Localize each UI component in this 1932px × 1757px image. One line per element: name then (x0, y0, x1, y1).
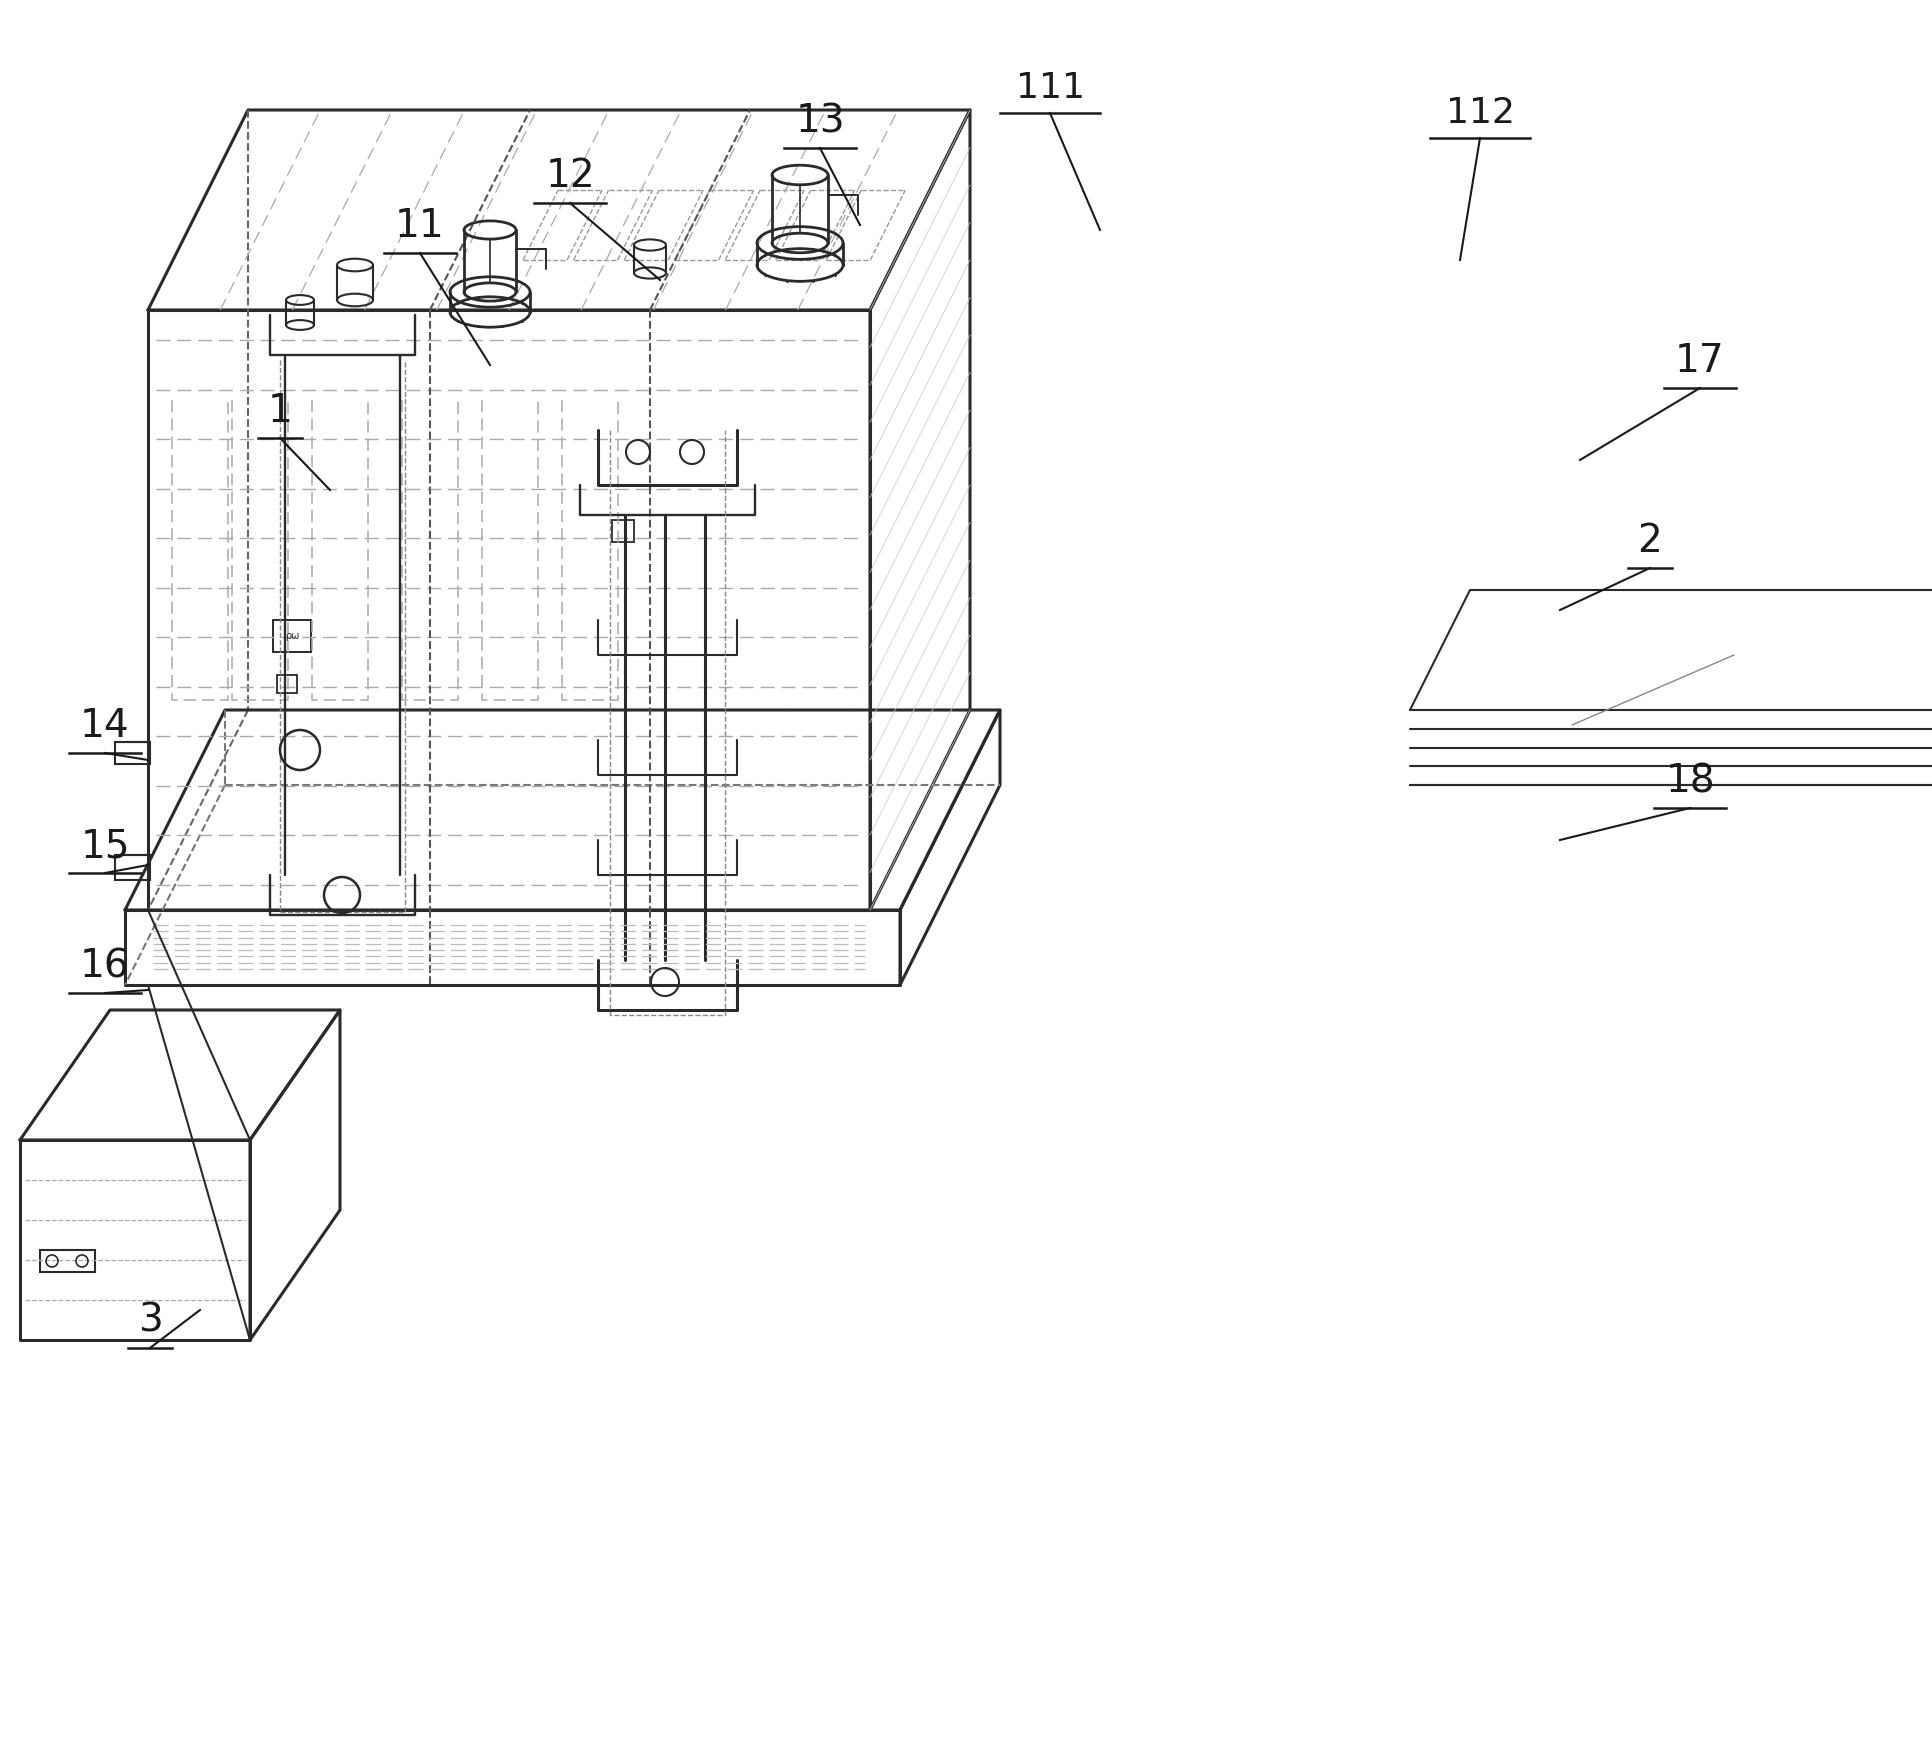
Text: 14: 14 (81, 706, 129, 745)
Text: 3: 3 (137, 1302, 162, 1341)
Text: 13: 13 (796, 102, 844, 141)
Bar (276, 675, 298, 692)
Text: 11: 11 (396, 207, 444, 244)
Text: 112: 112 (1445, 97, 1515, 130)
Text: 111: 111 (1016, 70, 1084, 105)
Text: 17: 17 (1675, 343, 1725, 380)
Text: 2: 2 (1638, 522, 1662, 560)
Text: 18: 18 (1665, 763, 1716, 799)
Text: 16: 16 (79, 947, 129, 986)
Bar (612, 520, 634, 541)
Text: 1: 1 (267, 392, 292, 430)
Text: 15: 15 (81, 828, 129, 864)
Text: ρω: ρω (284, 631, 299, 641)
Text: 12: 12 (545, 156, 595, 195)
Bar (272, 620, 311, 652)
Bar (116, 741, 151, 764)
Bar (116, 856, 151, 880)
Bar (41, 1249, 95, 1272)
